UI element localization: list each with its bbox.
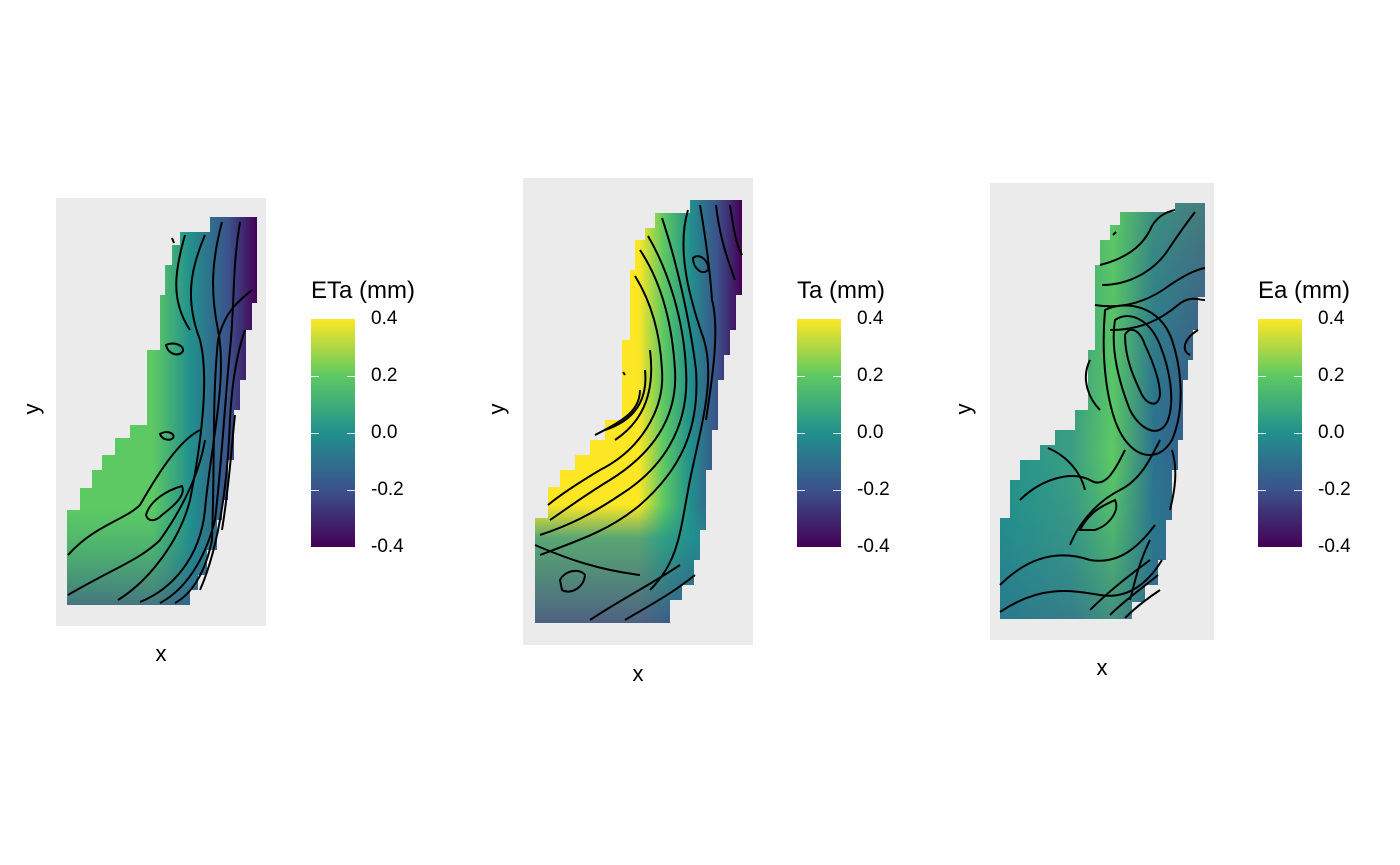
colorbar-tick [1294,490,1302,491]
legend-title-eta: ETa (mm) [311,277,415,304]
legend-tick-label: 0.2 [371,365,398,386]
colorbar-tick [1294,433,1302,434]
colorbar-tick [833,490,841,491]
legend-tick-label: 0.4 [1318,308,1345,329]
legend-tick-label: 0.4 [371,308,398,329]
colorbar-tick [311,433,319,434]
colorbar-tick [1294,376,1302,377]
contours-ta [534,204,743,621]
colorbar-tick [347,433,355,434]
legend-tick-label: 0.2 [1318,365,1345,386]
legend-tick-label: -0.2 [1318,479,1351,500]
legend-tick-label: 0.0 [371,422,398,443]
contours-eta [67,221,253,604]
legend-tick-label: -0.2 [371,479,404,500]
legend-tick-label: -0.4 [1318,536,1351,557]
x-axis-label-ta: x [632,661,644,686]
colorbar-tick [797,433,805,434]
colorbar-tick [1258,490,1266,491]
colorbar-tick [797,376,805,377]
colorbar-tick [797,490,805,491]
colorbar-tick [347,376,355,377]
legend-tick-label: 0.2 [857,365,884,386]
legend-tick-label: -0.4 [371,536,404,557]
colorbar-tick [1258,376,1266,377]
legend-title-ta: Ta (mm) [797,277,885,304]
colorbar-tick [311,376,319,377]
colorbar-tick [833,376,841,377]
contours-ea [999,209,1206,619]
colorbar-tick [347,490,355,491]
colorbar-tick [311,490,319,491]
x-axis-label-eta: x [155,641,167,666]
x-axis-label-ea: x [1096,655,1108,680]
legend-tick-label: -0.2 [857,479,890,500]
legend-tick-label: -0.4 [857,536,890,557]
colorbar-tick [833,433,841,434]
legend-title-ea: Ea (mm) [1258,277,1350,304]
legend-tick-label: 0.0 [857,422,884,443]
legend-tick-label: 0.4 [857,308,884,329]
legend-tick-label: 0.0 [1318,422,1345,443]
y-axis-label-ea: y [951,403,976,415]
colorbar-tick [1258,433,1266,434]
